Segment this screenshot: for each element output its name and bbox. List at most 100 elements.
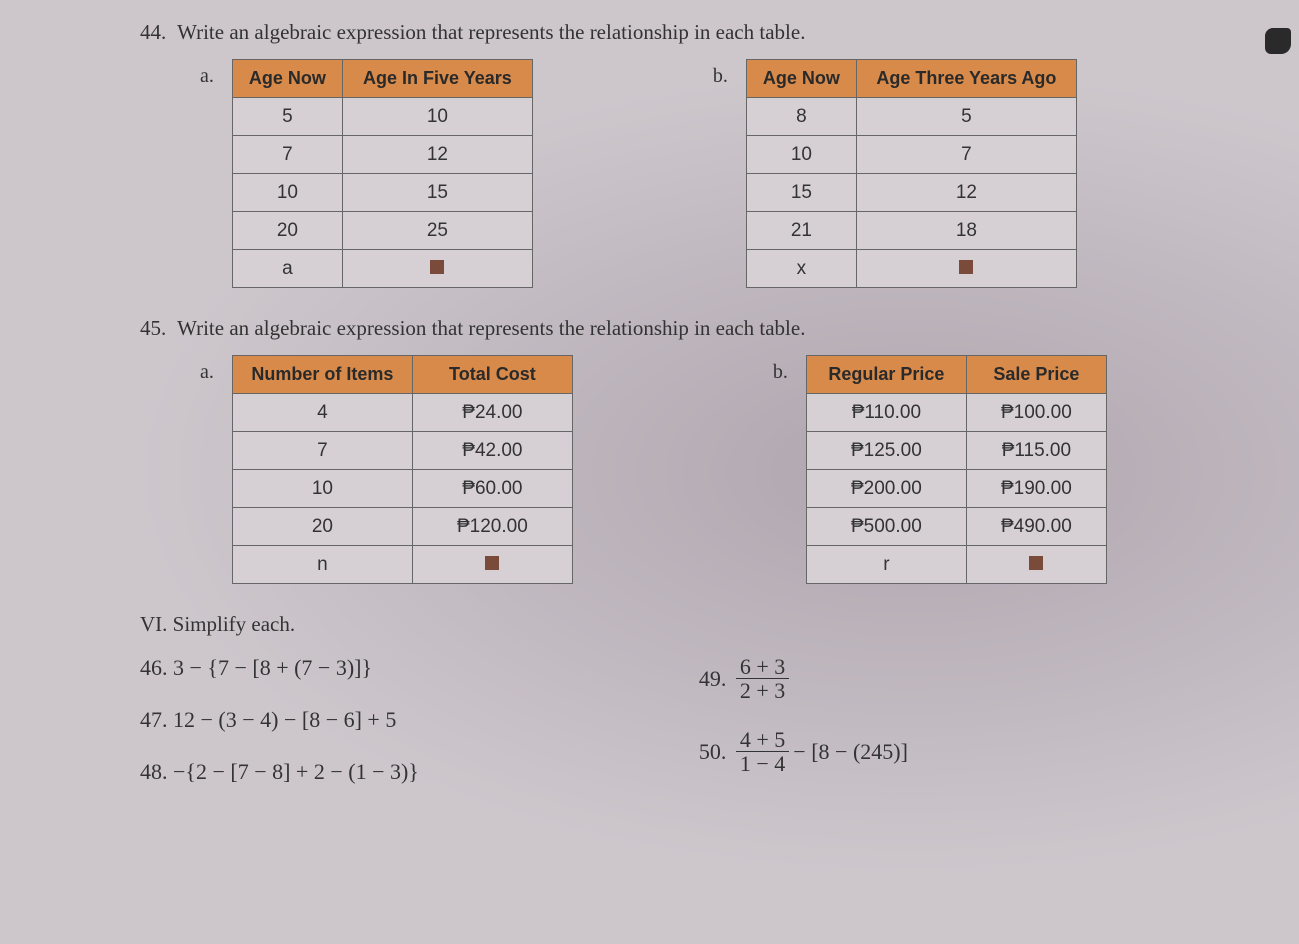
col-header: Number of Items (232, 356, 412, 394)
col-header: Regular Price (806, 356, 966, 394)
cell: a (232, 250, 342, 288)
q44a-block: a. Age Now Age In Five Years 5 10 712 101… (200, 59, 533, 288)
cell: ₱115.00 (966, 432, 1106, 470)
table-row: ₱500.00₱490.00 (806, 508, 1106, 546)
col-header: Age Now (746, 60, 856, 98)
table-row: 7₱42.00 (232, 432, 572, 470)
q44a-table: Age Now Age In Five Years 5 10 712 1015 2… (232, 59, 533, 288)
denominator: 1 − 4 (736, 752, 789, 775)
table-row: 107 (746, 136, 1076, 174)
cell: 10 (746, 136, 856, 174)
q45a-table: Number of Items Total Cost 4₱24.00 7₱42.… (232, 355, 573, 584)
cell: ₱60.00 (412, 470, 572, 508)
table-header-row: Age Now Age Three Years Ago (746, 60, 1076, 98)
cell: ₱200.00 (806, 470, 966, 508)
table-row: 1512 (746, 174, 1076, 212)
table-header-row: Age Now Age In Five Years (232, 60, 532, 98)
table-row: 1015 (232, 174, 532, 212)
cell: ₱110.00 (806, 394, 966, 432)
blank-cell (856, 250, 1076, 288)
cell: 7 (232, 432, 412, 470)
cell: 15 (746, 174, 856, 212)
table-row: 4₱24.00 (232, 394, 572, 432)
numerator: 6 + 3 (736, 655, 789, 679)
cell: 20 (232, 508, 412, 546)
table-row: r (806, 546, 1106, 584)
col-header: Sale Price (966, 356, 1106, 394)
cell: 7 (856, 136, 1076, 174)
item-number: 50. (699, 739, 727, 765)
q44b-label: b. (713, 59, 728, 88)
table-row: 2025 (232, 212, 532, 250)
expression-tail: − [8 − (245)] (793, 739, 908, 765)
cell: ₱500.00 (806, 508, 966, 546)
cell: ₱100.00 (966, 394, 1106, 432)
table-header-row: Number of Items Total Cost (232, 356, 572, 394)
cell: ₱42.00 (412, 432, 572, 470)
table-row: 10₱60.00 (232, 470, 572, 508)
fraction: 6 + 3 2 + 3 (736, 655, 789, 702)
q45b-label: b. (773, 355, 788, 384)
cell: 4 (232, 394, 412, 432)
table-row: x (746, 250, 1076, 288)
cell: 15 (342, 174, 532, 212)
q44b-table: Age Now Age Three Years Ago 85 107 1512 … (746, 59, 1077, 288)
table-row: 712 (232, 136, 532, 174)
cell: n (232, 546, 412, 584)
cell: x (746, 250, 856, 288)
question-45: 45. Write an algebraic expression that r… (140, 316, 1179, 584)
q45a-label: a. (200, 355, 214, 384)
section-vi-heading: VI. Simplify each. (140, 612, 1179, 637)
table-header-row: Regular Price Sale Price (806, 356, 1106, 394)
simplify-columns: 46. 3 − {7 − [8 + (7 − 3)]} 47. 12 − (3 … (140, 655, 1179, 785)
item-48: 48. −{2 − [7 − 8] + 2 − (1 − 3)} (140, 759, 419, 785)
item-number: 48. (140, 759, 168, 785)
item-49: 49. 6 + 3 2 + 3 (699, 655, 908, 702)
q44a-label: a. (200, 59, 214, 88)
cell: ₱125.00 (806, 432, 966, 470)
blank-icon (430, 260, 444, 274)
item-number: 46. (140, 655, 168, 681)
table-row: ₱125.00₱115.00 (806, 432, 1106, 470)
q44-number: 44. (140, 20, 166, 45)
q45-number: 45. (140, 316, 166, 341)
q45a-block: a. Number of Items Total Cost 4₱24.00 7₱… (200, 355, 573, 584)
page-edge-mark (1265, 28, 1291, 54)
table-row: ₱110.00₱100.00 (806, 394, 1106, 432)
blank-cell (412, 546, 572, 584)
table-row: 20₱120.00 (232, 508, 572, 546)
col-header: Age In Five Years (342, 60, 532, 98)
denominator: 2 + 3 (736, 679, 789, 702)
q45-tables: a. Number of Items Total Cost 4₱24.00 7₱… (200, 355, 1179, 584)
cell: 12 (342, 136, 532, 174)
blank-icon (485, 556, 499, 570)
cell: ₱24.00 (412, 394, 572, 432)
cell: 20 (232, 212, 342, 250)
worksheet-page: 44. Write an algebraic expression that r… (0, 0, 1299, 944)
q45b-table: Regular Price Sale Price ₱110.00₱100.00 … (806, 355, 1107, 584)
cell: ₱190.00 (966, 470, 1106, 508)
blank-icon (1029, 556, 1043, 570)
right-column: 49. 6 + 3 2 + 3 50. 4 + 5 1 − 4 − [8 − (… (699, 655, 908, 785)
table-row: 2118 (746, 212, 1076, 250)
cell: 8 (746, 98, 856, 136)
cell: 21 (746, 212, 856, 250)
blank-cell (342, 250, 532, 288)
cell: ₱490.00 (966, 508, 1106, 546)
expression: 3 − {7 − [8 + (7 − 3)]} (173, 655, 372, 681)
question-44: 44. Write an algebraic expression that r… (140, 20, 1179, 288)
table-row: a (232, 250, 532, 288)
blank-cell (966, 546, 1106, 584)
cell: 10 (232, 174, 342, 212)
q44-tables: a. Age Now Age In Five Years 510 712 101… (200, 59, 1179, 288)
col-header: Age Three Years Ago (856, 60, 1076, 98)
left-column: 46. 3 − {7 − [8 + (7 − 3)]} 47. 12 − (3 … (140, 655, 419, 785)
col-header: Age Now (232, 60, 342, 98)
cell: 7 (232, 136, 342, 174)
q45b-block: b. Regular Price Sale Price ₱110.00₱100.… (773, 355, 1107, 584)
cell: 10 (232, 470, 412, 508)
cell: r (806, 546, 966, 584)
cell: 5 (232, 98, 342, 136)
item-47: 47. 12 − (3 − 4) − [8 − 6] + 5 (140, 707, 419, 733)
q44b-block: b. Age Now Age Three Years Ago 85 107 15… (713, 59, 1077, 288)
